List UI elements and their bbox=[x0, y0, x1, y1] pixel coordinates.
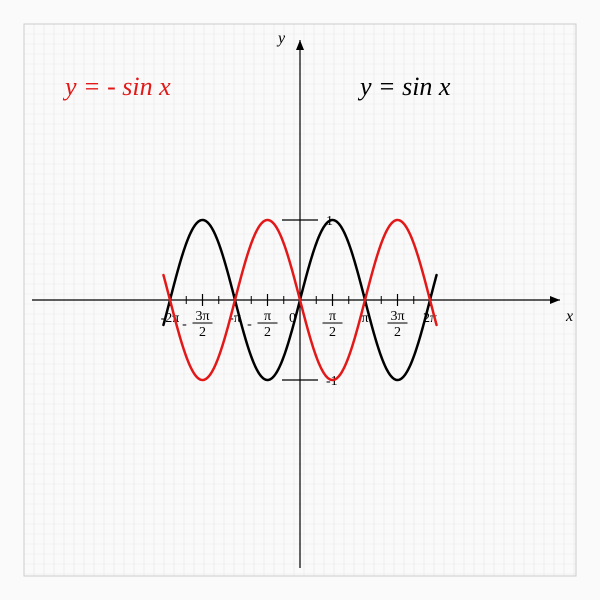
svg-text:2: 2 bbox=[394, 325, 401, 340]
equation-label-sin: y = sin x bbox=[360, 72, 450, 102]
svg-text:-: - bbox=[182, 317, 187, 332]
svg-text:2: 2 bbox=[329, 325, 336, 340]
svg-text:3π: 3π bbox=[195, 309, 209, 324]
svg-text:π: π bbox=[264, 309, 271, 324]
svg-text:π: π bbox=[329, 309, 336, 324]
svg-text:-: - bbox=[247, 317, 252, 332]
svg-text:3π: 3π bbox=[390, 309, 404, 324]
svg-text:2: 2 bbox=[199, 325, 206, 340]
equation-label-neg-sin: y = - sin x bbox=[65, 72, 171, 102]
svg-text:2: 2 bbox=[264, 325, 271, 340]
y-axis-label: y bbox=[278, 30, 285, 48]
x-axis-label: x bbox=[566, 308, 573, 326]
